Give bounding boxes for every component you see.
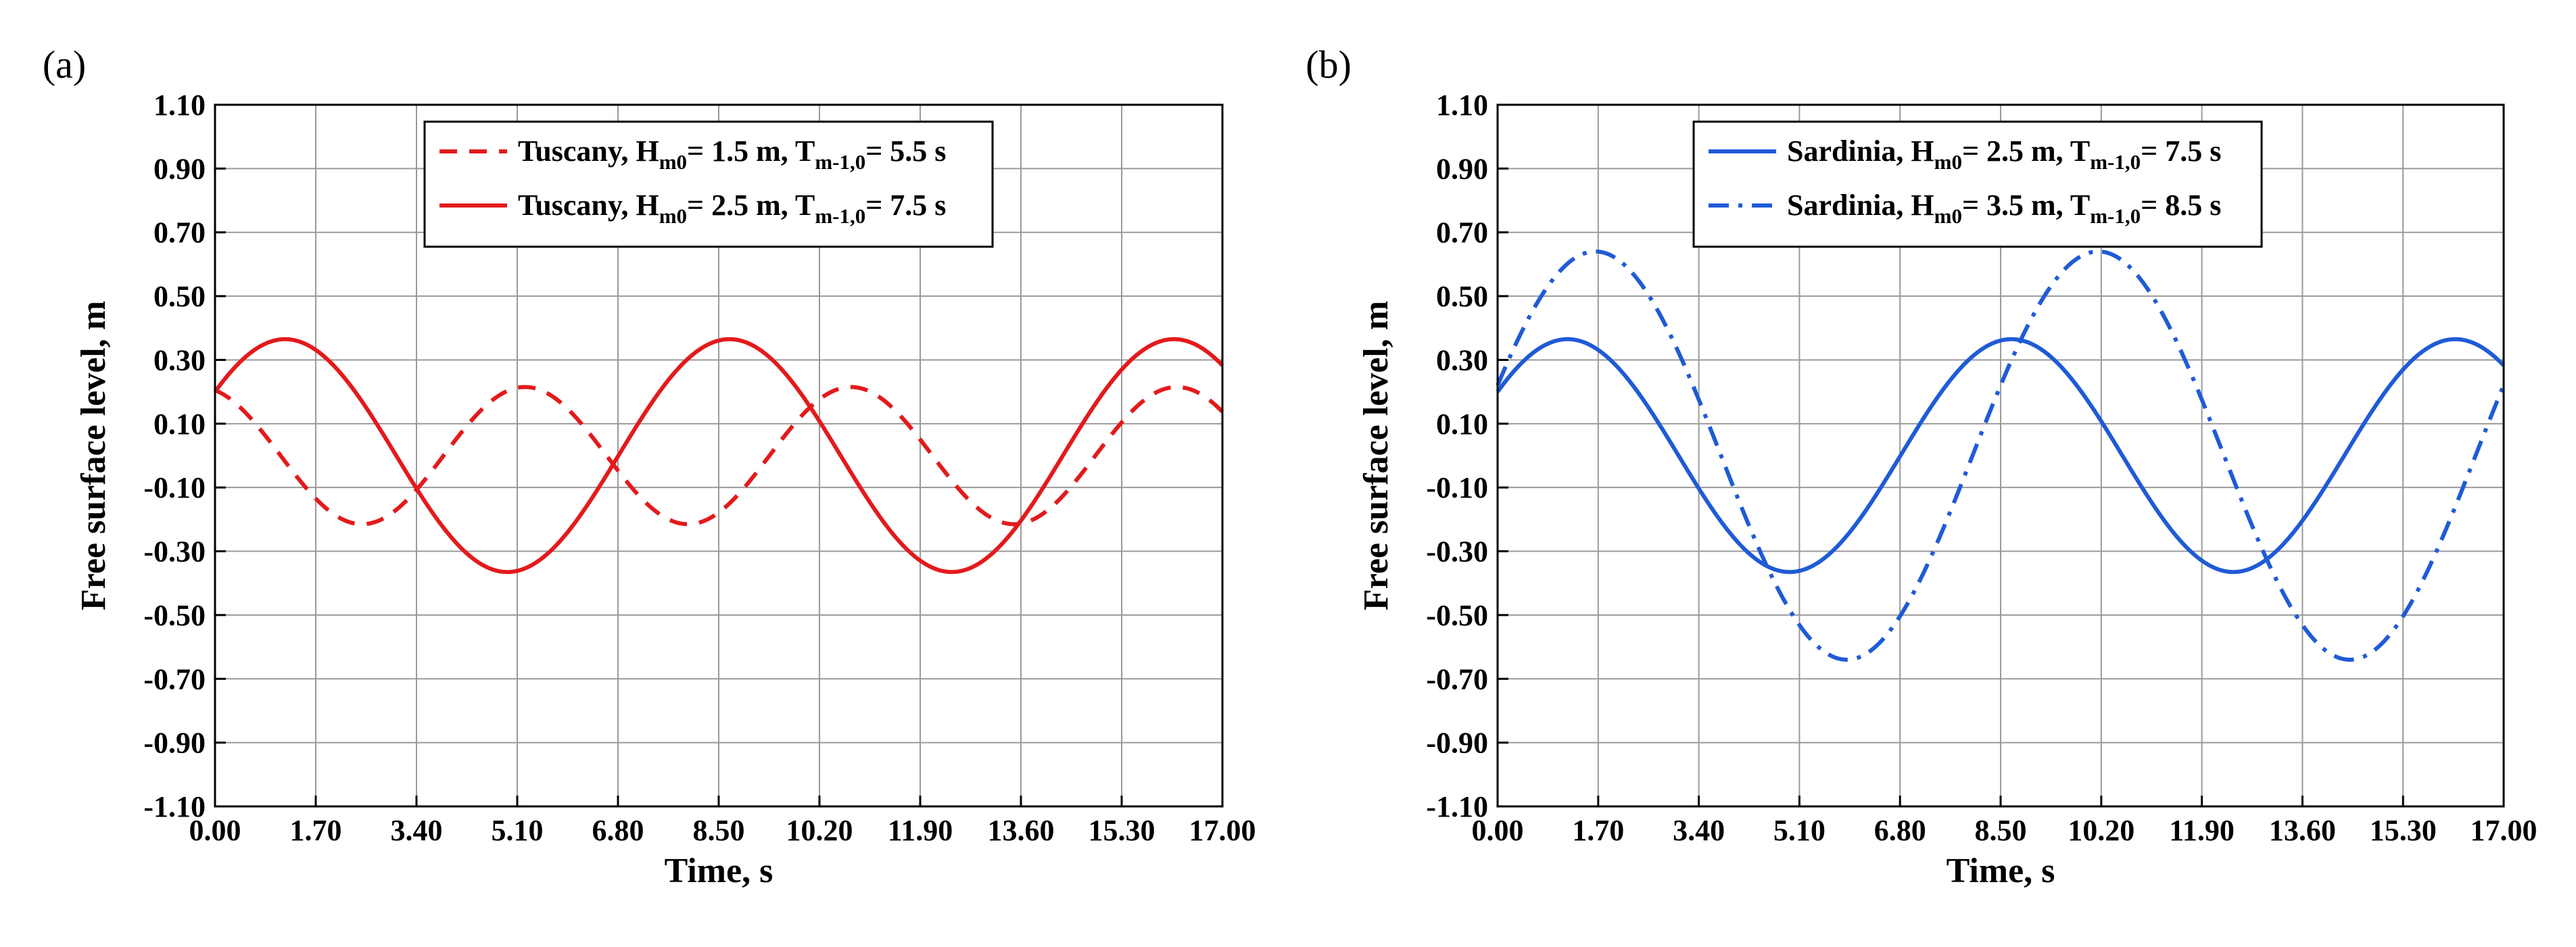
- legend-entry-2: Sardinia, Hm0= 3.5 m, Tm-1,0= 8.5 s: [1787, 189, 2221, 228]
- x-tick-label: 0.00: [1472, 814, 1524, 847]
- y-tick-label: -0.70: [143, 662, 206, 696]
- y-tick-label: 1.10: [1436, 89, 1488, 122]
- y-tick-label: 0.90: [153, 152, 206, 185]
- x-tick-label: 1.70: [290, 814, 342, 847]
- x-tick-label: 13.60: [2269, 814, 2336, 847]
- legend-box: [1692, 120, 2263, 248]
- x-tick-label: 13.60: [988, 814, 1055, 847]
- x-tick-label: 3.40: [1673, 814, 1725, 847]
- y-tick-label: 0.10: [1436, 408, 1488, 441]
- y-tick-label: 0.10: [153, 408, 206, 441]
- y-tick-label: 0.50: [153, 280, 206, 313]
- x-tick-label: 15.30: [2370, 814, 2437, 847]
- x-tick-label: 0.00: [189, 814, 241, 847]
- panel-a: (a) 0.00 1.70 3.40 5.10 6.80 8.50 10.20 11.90 13.…: [43, 43, 1256, 890]
- y-tick-label: 0.90: [1436, 152, 1488, 185]
- x-tick-label: 3.40: [391, 814, 443, 847]
- x-tick-label: 8.50: [1975, 814, 2027, 847]
- y-tick-label: 1.10: [153, 89, 206, 122]
- y-tick-label: 0.30: [1436, 343, 1488, 377]
- y-tick-label: 0.50: [1436, 280, 1488, 313]
- panel-label: (b): [1306, 43, 1352, 87]
- y-tick-label: -0.90: [1426, 727, 1488, 760]
- x-tick-label: 17.00: [2471, 814, 2537, 847]
- y-tick-label: -0.10: [1426, 471, 1488, 504]
- series-line-2: [1496, 249, 2506, 662]
- x-tick-label: 15.30: [1089, 814, 1155, 847]
- legend-entry-1: Tuscany, Hm0= 1.5 m, Tm-1,0= 5.5 s: [518, 135, 946, 174]
- x-tick-label: 6.80: [592, 814, 644, 847]
- y-tick-label: 0.70: [1436, 216, 1488, 249]
- y-axis-label: Free surface level, m: [74, 301, 113, 610]
- x-tick-label: 10.20: [2068, 814, 2134, 847]
- x-tick-label: 17.00: [1189, 814, 1256, 847]
- y-tick-label: -0.30: [1426, 535, 1488, 568]
- x-tick-label: 5.10: [492, 814, 544, 847]
- x-tick-label: 5.10: [1773, 814, 1826, 847]
- x-tick-label: 10.20: [786, 814, 853, 847]
- legend-entry-2: Tuscany, Hm0= 2.5 m, Tm-1,0= 7.5 s: [518, 189, 946, 228]
- y-tick-label: -0.50: [1426, 599, 1488, 632]
- panel-b: (b) 0.00 1.70 3.40 5.10 6.80 8.50 10.20 11.90 13.…: [1306, 43, 2537, 890]
- legend-entry-1: Sardinia, Hm0= 2.5 m, Tm-1,0= 7.5 s: [1787, 135, 2221, 174]
- y-tick-label: -0.10: [143, 471, 206, 504]
- y-axis-label: Free surface level, m: [1357, 301, 1396, 610]
- x-tick-label: 6.80: [1874, 814, 1926, 847]
- legend: Sardinia, Hm0= 2.5 m, Tm-1,0= 7.5 s Sardi…: [1692, 120, 2263, 248]
- series-line-1: [214, 385, 1224, 527]
- x-tick-label: 8.50: [693, 814, 745, 847]
- y-tick-label: -0.90: [143, 727, 206, 760]
- x-tick-label: 11.90: [888, 814, 953, 847]
- y-tick-label: 0.30: [153, 343, 206, 377]
- series-line-2: [213, 337, 1224, 575]
- panel-label: (a): [43, 43, 86, 87]
- y-tick-label: -0.70: [1426, 662, 1488, 696]
- y-tick-label: -0.50: [143, 599, 206, 632]
- y-tick-label: -1.10: [143, 790, 206, 823]
- x-tick-label: 1.70: [1572, 814, 1624, 847]
- y-tick-label: -1.10: [1426, 790, 1488, 823]
- y-tick-label: 0.70: [153, 216, 206, 249]
- y-tick-label: -0.30: [143, 535, 206, 568]
- legend-box: [423, 120, 994, 248]
- x-tick-label: 11.90: [2169, 814, 2235, 847]
- x-axis-label: Time, s: [665, 852, 773, 890]
- series-line-1: [1496, 337, 2506, 575]
- x-axis-label: Time, s: [1947, 852, 2055, 890]
- legend: Tuscany, Hm0= 1.5 m, Tm-1,0= 5.5 s Tuscan…: [423, 120, 994, 248]
